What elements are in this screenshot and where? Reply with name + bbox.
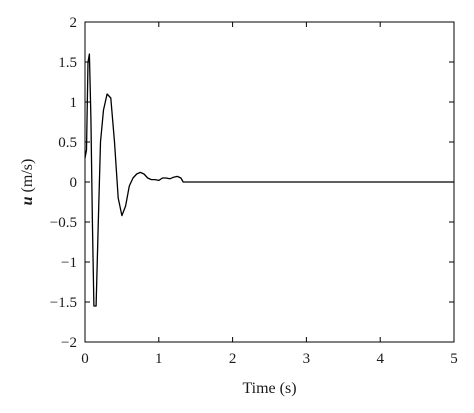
y-tick-label: −2 bbox=[61, 335, 77, 351]
y-tick-label: −1.5 bbox=[50, 295, 77, 311]
x-tick-label: 2 bbox=[229, 351, 237, 367]
y-tick-label: 1 bbox=[70, 95, 78, 111]
y-tick-label: −0.5 bbox=[50, 215, 77, 231]
y-axis-label: u (m/s) bbox=[19, 159, 36, 206]
series-layer bbox=[84, 53, 454, 307]
y-axis-variable: u bbox=[19, 196, 36, 205]
series-line bbox=[84, 53, 454, 307]
y-tick-label: 2 bbox=[70, 15, 78, 31]
y-tick-label: −1 bbox=[61, 255, 77, 271]
y-tick-label: 0 bbox=[70, 175, 78, 191]
x-tick-label: 1 bbox=[155, 351, 163, 367]
y-tick-label: 0.5 bbox=[58, 135, 77, 151]
y-axis-unit: (m/s) bbox=[19, 159, 36, 197]
x-tick-label: 3 bbox=[303, 351, 311, 367]
x-axis-ticks: 0 1 2 3 4 5 bbox=[81, 22, 458, 367]
y-axis-ticks: 2 1.5 1 0.5 0 −0.5 −1 −1.5 −2 bbox=[50, 15, 454, 351]
x-tick-label: 4 bbox=[376, 351, 384, 367]
x-axis-label: Time (s) bbox=[242, 380, 296, 397]
x-tick-label: 0 bbox=[81, 351, 89, 367]
y-tick-label: 1.5 bbox=[58, 55, 77, 71]
x-tick-label: 5 bbox=[450, 351, 458, 367]
